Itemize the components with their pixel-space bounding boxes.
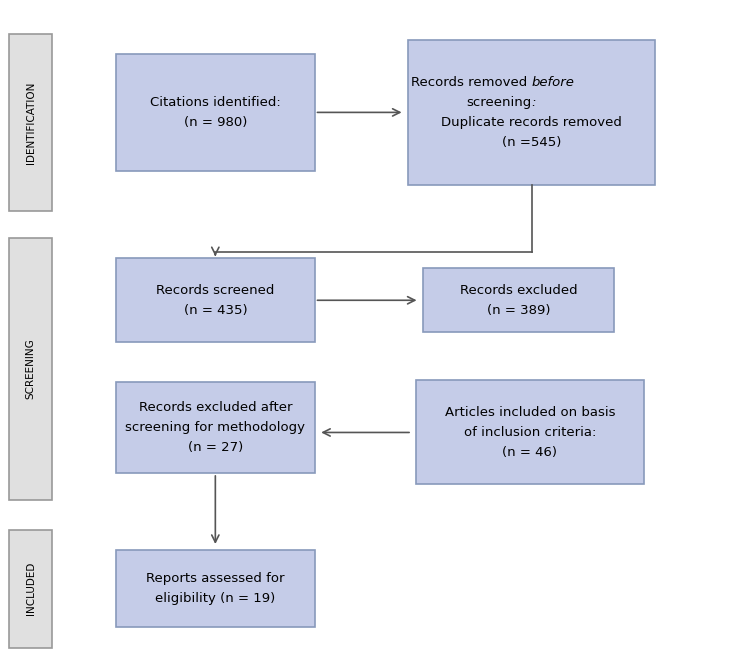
Text: Records removed: Records removed (411, 76, 532, 89)
FancyBboxPatch shape (116, 258, 315, 342)
FancyBboxPatch shape (9, 34, 52, 211)
Text: eligibility (n = 19): eligibility (n = 19) (155, 592, 276, 605)
Text: before: before (532, 76, 574, 89)
Text: Records screened: Records screened (156, 284, 275, 297)
Text: of inclusion criteria:: of inclusion criteria: (464, 426, 596, 439)
Text: (n = 46): (n = 46) (503, 446, 557, 459)
Text: screening: screening (467, 96, 532, 109)
FancyBboxPatch shape (416, 380, 644, 484)
Text: screening for methodology: screening for methodology (125, 421, 306, 434)
FancyBboxPatch shape (408, 40, 655, 185)
Text: SCREENING: SCREENING (25, 339, 36, 399)
Text: (n = 980): (n = 980) (184, 116, 247, 129)
Text: (n = 435): (n = 435) (184, 304, 247, 317)
Text: Citations identified:: Citations identified: (150, 96, 281, 109)
FancyBboxPatch shape (9, 530, 52, 648)
FancyBboxPatch shape (116, 382, 315, 473)
FancyBboxPatch shape (116, 550, 315, 627)
Text: (n = 389): (n = 389) (487, 304, 551, 317)
FancyBboxPatch shape (116, 54, 315, 171)
Text: :: : (532, 96, 536, 109)
Text: Records excluded: Records excluded (460, 284, 577, 297)
Text: Reports assessed for: Reports assessed for (146, 572, 285, 585)
Text: Articles included on basis: Articles included on basis (445, 406, 615, 419)
Text: INCLUDED: INCLUDED (25, 562, 36, 615)
Text: (n =545): (n =545) (502, 136, 562, 149)
Text: (n = 27): (n = 27) (188, 442, 243, 454)
FancyBboxPatch shape (9, 238, 52, 500)
Text: Records excluded after: Records excluded after (139, 401, 292, 414)
FancyBboxPatch shape (423, 268, 614, 332)
Text: Duplicate records removed: Duplicate records removed (441, 116, 622, 129)
Text: IDENTIFICATION: IDENTIFICATION (25, 81, 36, 164)
